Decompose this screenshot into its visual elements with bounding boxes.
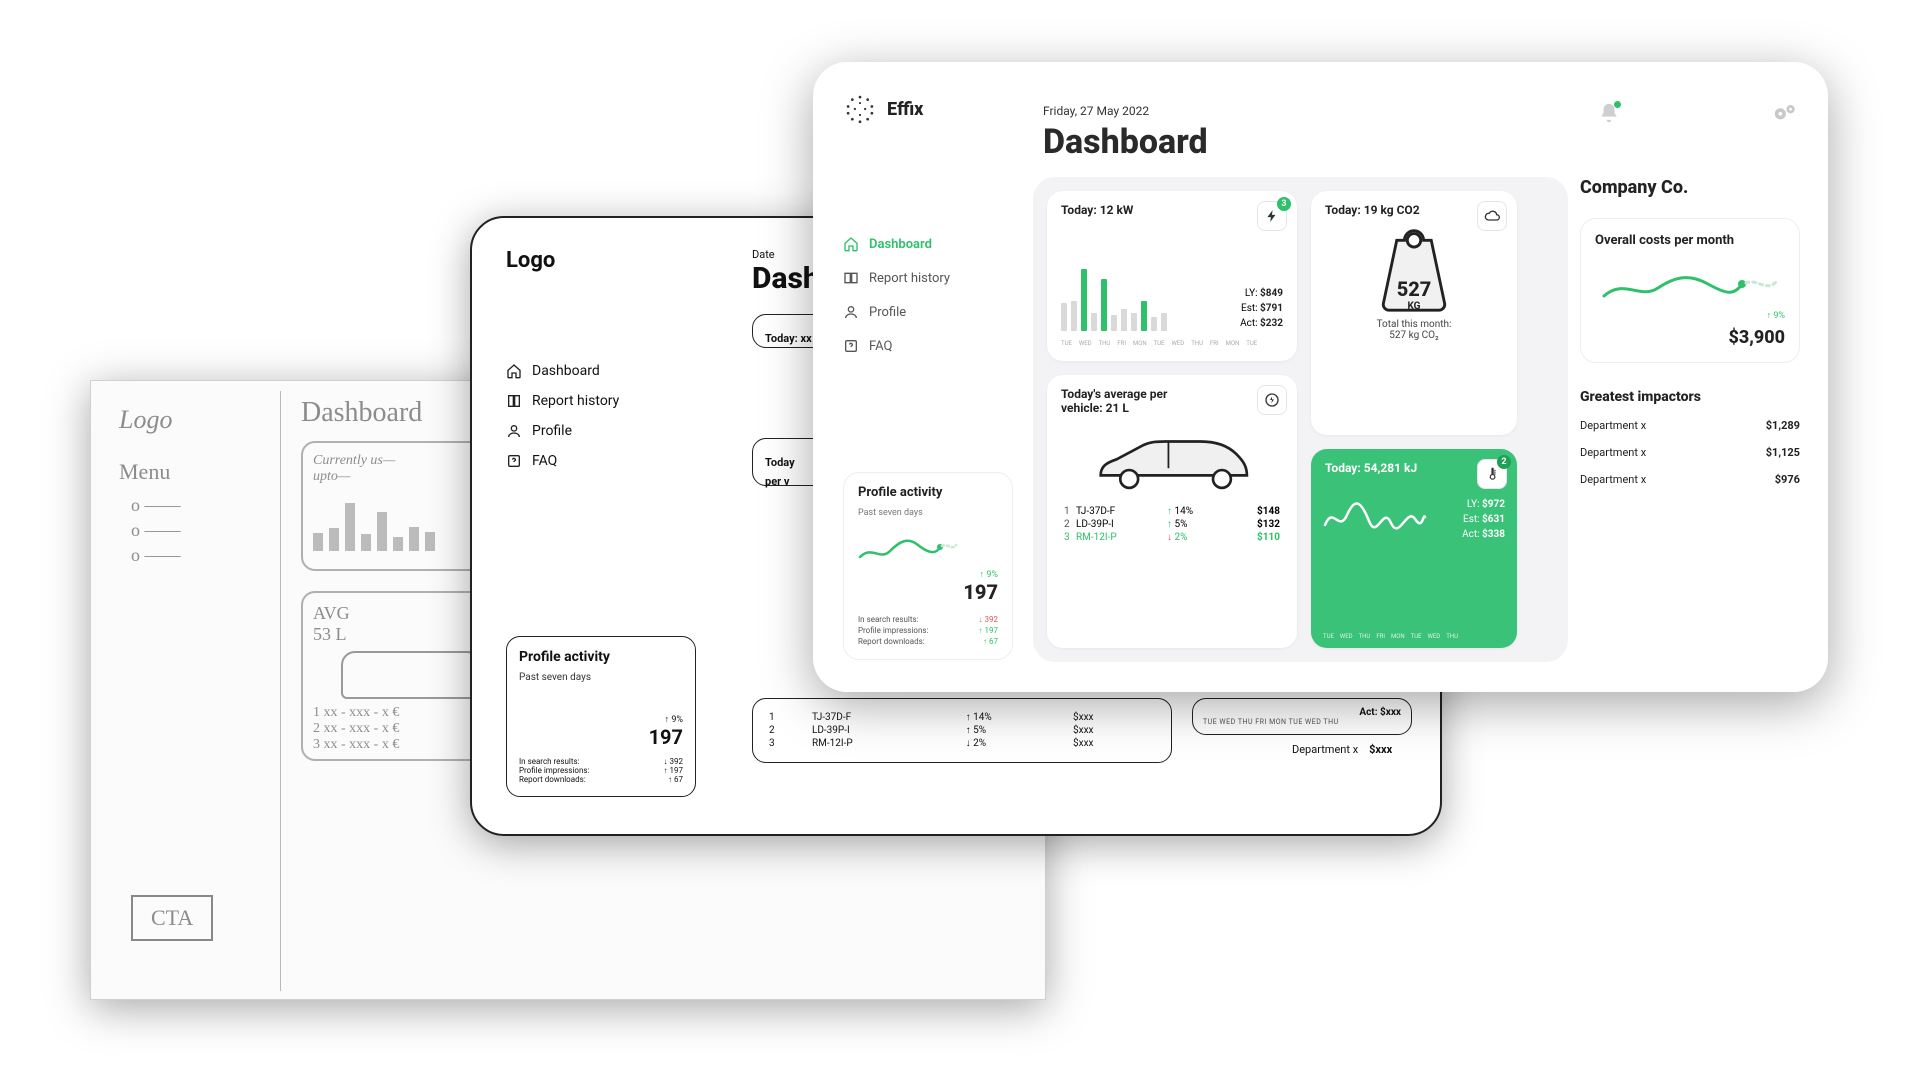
charge-icon bbox=[1264, 392, 1280, 408]
profile-activity-subtitle: Past seven days bbox=[858, 508, 923, 518]
wireframe-profile-value: 197 bbox=[519, 725, 683, 749]
thermometer-icon bbox=[1485, 467, 1499, 481]
hifi-logo-text: Effix bbox=[887, 99, 923, 120]
sidebar-item-report-history[interactable]: Report history bbox=[843, 270, 1013, 286]
hifi-logo[interactable]: Effix bbox=[843, 92, 1013, 126]
notification-button[interactable] bbox=[1598, 102, 1620, 124]
sketch-menu-item: o —— bbox=[131, 520, 280, 541]
wireframe-date-label: Date bbox=[752, 248, 820, 261]
wireframe-profile-subtitle: Past seven days bbox=[519, 672, 591, 683]
sketch-cta: CTA bbox=[131, 895, 213, 941]
vehicle-row[interactable]: 3RM-12I-P↓ 2%$110 bbox=[1061, 531, 1283, 544]
vehicle-row[interactable]: 2LD-39P-I↑ 5%$132 bbox=[1061, 518, 1283, 531]
co2-card[interactable]: Today: 19 kg CO2 527 KG Total this month… bbox=[1311, 191, 1517, 435]
co2-footer-1: Total this month: bbox=[1325, 319, 1503, 330]
lightning-icon bbox=[1265, 209, 1279, 223]
kj-values: LY: $972Est: $631Act: $338 bbox=[1462, 497, 1505, 542]
wireframe-per-v: Today per v bbox=[765, 456, 795, 488]
wireframe-title: Dash bbox=[752, 261, 820, 296]
profile-activity-pct: ↑ 9% bbox=[858, 569, 998, 580]
cost-pct: ↑ 9% bbox=[1595, 310, 1785, 321]
company-name: Company Co. bbox=[1580, 177, 1800, 198]
book-icon bbox=[506, 393, 522, 409]
wireframe-day-labels: TUE WED THU FRI MON TUE WED THU bbox=[1203, 718, 1401, 726]
wireframe-menu-report[interactable]: Report history bbox=[506, 393, 716, 409]
thermometer-badge: 2 bbox=[1477, 459, 1507, 489]
vehicle-card-title: Today's average per vehicle: 21 L bbox=[1061, 387, 1201, 415]
sketch-menu-item: o —— bbox=[131, 545, 280, 566]
page-title: Dashboard bbox=[1043, 122, 1208, 162]
sidebar-item-profile[interactable]: Profile bbox=[843, 304, 1013, 320]
kw-bar-labels: TUEWEDTHUFRIMONTUEWEDTHUFRIMONTUE bbox=[1061, 340, 1257, 347]
kj-badge-count: 2 bbox=[1497, 455, 1511, 469]
wireframe-act-value: Act: $xxx bbox=[1203, 707, 1401, 718]
sidebar-item-dashboard[interactable]: Dashboard bbox=[843, 236, 1013, 252]
effix-logo-icon bbox=[843, 92, 877, 126]
wireframe-today-kw: Today: xx bbox=[765, 332, 812, 345]
impactors-title: Greatest impactors bbox=[1580, 389, 1800, 405]
cost-amount: $3,900 bbox=[1595, 327, 1785, 348]
charge-badge bbox=[1257, 385, 1287, 415]
co2-value: 527 bbox=[1397, 277, 1432, 301]
wireframe-impact-row: Department x $xxx bbox=[1292, 743, 1392, 756]
wireframe-profile-pct: ↑ 9% bbox=[519, 714, 683, 725]
cost-sparkline bbox=[1595, 266, 1785, 306]
kw-bar-chart bbox=[1061, 257, 1191, 331]
impactor-row[interactable]: Department x$976 bbox=[1580, 473, 1800, 486]
impactor-row[interactable]: Department x$1,125 bbox=[1580, 446, 1800, 459]
kw-card-title: Today: 12 kW bbox=[1061, 203, 1283, 217]
home-icon bbox=[506, 363, 522, 379]
kj-labels: TUEWEDTHUFRIMONTUEWEDTHU bbox=[1323, 633, 1458, 640]
sidebar-item-label: FAQ bbox=[869, 339, 892, 354]
wireframe-menu-dashboard[interactable]: Dashboard bbox=[506, 363, 716, 379]
kj-sparkline bbox=[1323, 495, 1427, 539]
user-icon bbox=[843, 304, 859, 320]
wireframe-logo: Logo bbox=[506, 248, 716, 273]
wireframe-menu-profile[interactable]: Profile bbox=[506, 423, 716, 439]
help-icon bbox=[843, 338, 859, 354]
sketch-menu-label: Menu bbox=[119, 459, 280, 485]
overall-cost-card[interactable]: Overall costs per month ↑ 9% $3,900 bbox=[1580, 218, 1800, 363]
wireframe-profile-title: Profile activity bbox=[519, 649, 683, 665]
sidebar-item-label: Dashboard bbox=[869, 237, 932, 252]
car-icon bbox=[1082, 429, 1262, 495]
cloud-icon bbox=[1484, 208, 1500, 224]
book-icon bbox=[843, 270, 859, 286]
profile-activity-value: 197 bbox=[858, 580, 998, 604]
kw-values: LY: $849Est: $791Act: $232 bbox=[1240, 286, 1283, 331]
sidebar-item-label: Report history bbox=[869, 271, 950, 286]
user-icon bbox=[506, 423, 522, 439]
kj-card[interactable]: Today: 54,281 kJ 2 LY: $972Est: $631Act:… bbox=[1311, 449, 1517, 648]
sketch-menu-item: o —— bbox=[131, 495, 280, 516]
help-icon bbox=[506, 453, 522, 469]
profile-activity-card[interactable]: Profile activity Past seven days ↑ 9% 19… bbox=[843, 472, 1013, 660]
settings-button[interactable] bbox=[1772, 102, 1798, 126]
hifi-panel: Effix DashboardReport historyProfileFAQ … bbox=[813, 62, 1828, 692]
gear-icon bbox=[1772, 102, 1798, 122]
notification-dot bbox=[1614, 101, 1621, 108]
impactor-row[interactable]: Department x$1,289 bbox=[1580, 419, 1800, 432]
cloud-badge bbox=[1477, 201, 1507, 231]
sidebar-item-faq[interactable]: FAQ bbox=[843, 338, 1013, 354]
vehicle-card[interactable]: Today's average per vehicle: 21 L 1TJ-37… bbox=[1047, 375, 1297, 648]
sketch-logo: Logo bbox=[119, 405, 280, 435]
co2-footer-2: 527 kg CO₂ bbox=[1325, 330, 1503, 341]
header-date: Friday, 27 May 2022 bbox=[1043, 104, 1208, 118]
wireframe-profile-card: Profile activity Past seven days ↑ 9% 19… bbox=[506, 636, 696, 797]
kw-card[interactable]: Today: 12 kW 3 TUEWEDTHUFRIMONTUEWEDTHUF… bbox=[1047, 191, 1297, 361]
wireframe-menu-faq[interactable]: FAQ bbox=[506, 453, 716, 469]
home-icon bbox=[843, 236, 859, 252]
cost-card-title: Overall costs per month bbox=[1595, 233, 1785, 250]
vehicle-row[interactable]: 1TJ-37D-F↑ 14%$148 bbox=[1061, 505, 1283, 518]
profile-activity-title: Profile activity bbox=[858, 485, 998, 500]
profile-sparkline bbox=[858, 531, 958, 565]
kw-badge-count: 3 bbox=[1277, 197, 1291, 211]
wireframe-act-card: Act: $xxx TUE WED THU FRI MON TUE WED TH… bbox=[1192, 698, 1412, 735]
co2-unit: KG bbox=[1397, 301, 1432, 312]
wireframe-vehicle-card: 1TJ-37D-F↑ 14%$xxx 2LD-39P-I↑ 5%$xxx 3RM… bbox=[752, 698, 1172, 763]
sketch-car-shape bbox=[341, 651, 481, 699]
lightning-badge: 3 bbox=[1257, 201, 1287, 231]
sidebar-item-label: Profile bbox=[869, 305, 906, 320]
